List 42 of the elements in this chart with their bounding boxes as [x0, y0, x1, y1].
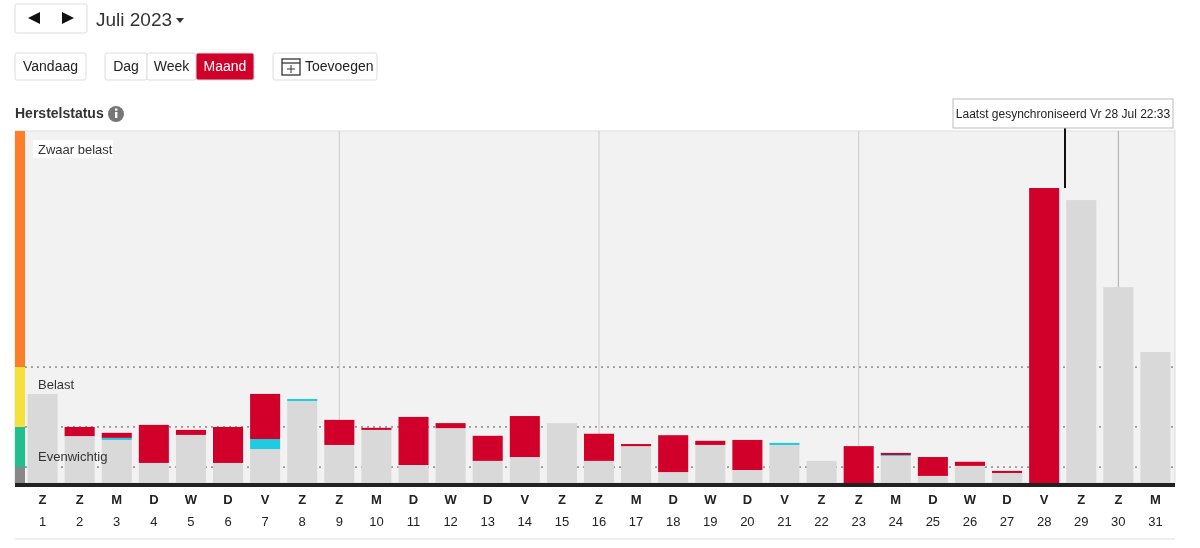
- x-tick-label: W 19: [703, 492, 718, 529]
- x-tick-label: W 26: [962, 492, 978, 529]
- annotation: Belast: [38, 377, 75, 392]
- x-tick-label: M 17: [628, 492, 644, 529]
- x-tick-label: D 18: [665, 492, 681, 529]
- x-tick-label: D 25: [925, 492, 941, 529]
- text: Vandaag: [22, 58, 79, 74]
- x-tick-label: D 11: [406, 492, 421, 529]
- text: Dag: [113, 58, 139, 74]
- x-tick-label: V 7: [260, 492, 270, 529]
- annotation: Evenwichtig: [38, 449, 108, 464]
- text: Maand: [203, 58, 247, 74]
- x-tick-label: Z 9: [335, 492, 344, 529]
- x-tick-label: M 3: [111, 492, 123, 529]
- x-tick-label: D 27: [999, 492, 1015, 529]
- x-tick-label: Z 8: [298, 492, 307, 529]
- x-tick-label: M 10: [369, 492, 384, 529]
- x-tick-label: D 6: [223, 492, 233, 529]
- x-tick-label: M 24: [888, 492, 904, 529]
- chart-subtitle: Juli 2023: [96, 9, 173, 30]
- x-tick-label: D 4: [149, 492, 159, 529]
- x-tick-label: D 13: [480, 492, 495, 529]
- text: Zwaar belast: [38, 142, 113, 157]
- x-tick-label: Z 22: [814, 492, 829, 529]
- text: Toevoegen: [305, 58, 374, 74]
- text: Week: [153, 58, 191, 74]
- x-tick-label: Z 23: [851, 492, 866, 529]
- x-tick-label: Z 30: [1111, 492, 1126, 529]
- x-tick-label: Z 2: [75, 492, 84, 529]
- x-tick-label: Z 1: [38, 492, 47, 529]
- x-tick-label: Z 16: [591, 492, 607, 529]
- x-tick-label: V 28: [1036, 492, 1052, 529]
- x-tick-label: W 12: [443, 492, 458, 529]
- x-tick-label: Z 29: [1074, 492, 1089, 529]
- x-tick-label: V 21: [777, 492, 792, 529]
- text: Laatst gesynchroniseerd Vr 28 Jul 22:33: [955, 107, 1171, 121]
- x-tick-label: Z 15: [554, 492, 570, 529]
- x-tick-label: D 20: [740, 492, 755, 529]
- x-tick-label: V 14: [517, 492, 533, 529]
- chart-title: Herstelstatus: [15, 105, 104, 121]
- x-tick-label: W 5: [184, 492, 198, 529]
- x-tick-label: M 31: [1148, 492, 1163, 529]
